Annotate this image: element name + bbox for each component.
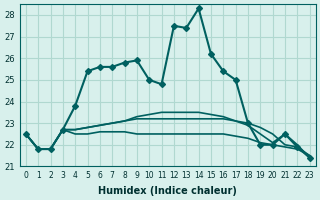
X-axis label: Humidex (Indice chaleur): Humidex (Indice chaleur) <box>98 186 237 196</box>
